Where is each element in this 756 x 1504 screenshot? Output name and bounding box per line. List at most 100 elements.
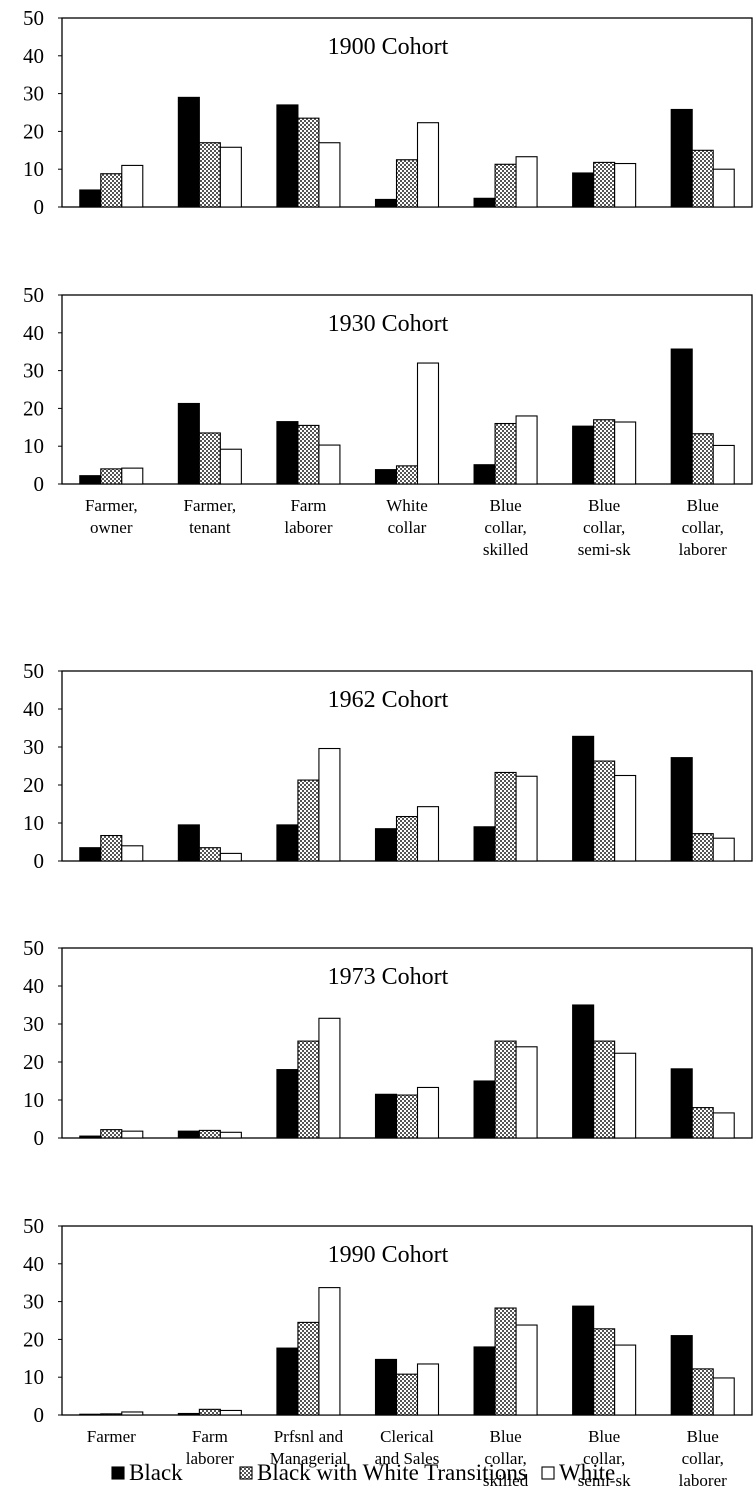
y-tick-label: 0 <box>34 849 45 873</box>
bar-solid-group-1 <box>79 847 102 862</box>
bar-checker-group-7 <box>691 1368 714 1416</box>
bar-checker-group-7 <box>691 833 714 862</box>
bar-hollow-group-6 <box>614 774 637 862</box>
bar-solid-group-3 <box>276 104 299 208</box>
y-tick-label: 20 <box>23 396 44 420</box>
x-category-label: Farmer <box>87 1427 136 1446</box>
bar-solid-group-4 <box>374 1358 398 1416</box>
bar-hollow-group-3 <box>318 142 341 208</box>
bar-solid-group-1 <box>79 1135 102 1139</box>
bar-hollow-group-6 <box>614 1344 637 1416</box>
bar-hollow-group-2 <box>219 448 242 485</box>
bar-solid-group-1 <box>79 1413 102 1416</box>
x-category-label: laborer <box>284 518 332 537</box>
bar-checker-group-3 <box>297 117 320 208</box>
y-tick-label: 30 <box>23 735 44 759</box>
bar-hollow-group-7 <box>712 444 735 485</box>
y-tick-label: 30 <box>23 82 44 106</box>
y-tick-label: 10 <box>23 434 44 458</box>
bar-hollow-group-1 <box>121 845 144 862</box>
bar-solid-group-2 <box>177 1412 200 1416</box>
bar-hollow-group-3 <box>318 1017 341 1139</box>
bar-solid-group-6 <box>572 425 595 485</box>
y-tick-label: 30 <box>23 1290 44 1314</box>
x-category-label: collar, <box>484 518 526 537</box>
bar-hollow-group-4 <box>416 1363 440 1416</box>
legend-label: White <box>559 1460 615 1485</box>
bar-solid-group-2 <box>177 96 200 208</box>
bar-hollow-group-2 <box>219 1409 242 1416</box>
bar-checker-group-5 <box>494 163 517 208</box>
bar-checker-group-1 <box>100 468 123 485</box>
bar-checker-group-6 <box>593 419 616 485</box>
y-tick-label: 50 <box>23 1214 44 1238</box>
x-category-label: Farm <box>290 496 326 515</box>
bar-checker-group-2 <box>198 1408 221 1416</box>
bar-checker-group-3 <box>297 779 320 862</box>
y-tick-label: 0 <box>34 1126 45 1150</box>
bar-checker-group-5 <box>494 422 517 485</box>
bar-hollow-group-6 <box>614 1052 637 1139</box>
bar-solid-group-3 <box>276 824 299 862</box>
x-category-label: owner <box>90 518 133 537</box>
bar-checker-group-4 <box>395 1094 419 1139</box>
y-tick-label: 20 <box>23 119 44 143</box>
bar-solid-group-5 <box>473 826 496 862</box>
bar-hollow-group-2 <box>219 146 242 208</box>
bar-checker-group-4 <box>395 1373 419 1416</box>
y-tick-label: 0 <box>34 472 45 496</box>
y-tick-label: 0 <box>34 195 45 219</box>
bar-solid-group-4 <box>374 1093 398 1139</box>
bar-hollow-group-4 <box>416 806 440 862</box>
bar-checker-group-3 <box>297 424 320 485</box>
x-category-label: Clerical <box>380 1427 434 1446</box>
bar-hollow-group-6 <box>614 162 637 208</box>
x-category-label: collar, <box>583 518 625 537</box>
y-tick-label: 20 <box>23 773 44 797</box>
bar-solid-group-4 <box>374 469 398 485</box>
bar-checker-group-1 <box>100 173 123 208</box>
y-tick-label: 40 <box>23 321 44 345</box>
bar-solid-group-3 <box>276 1347 299 1416</box>
bar-solid-group-2 <box>177 824 200 862</box>
bar-hollow-group-6 <box>614 421 637 485</box>
x-category-label: Managerial <box>270 1449 348 1468</box>
bar-checker-group-2 <box>198 432 221 485</box>
bar-solid-group-7 <box>670 348 693 485</box>
bar-hollow-group-1 <box>121 164 144 208</box>
bar-solid-group-5 <box>473 1080 496 1139</box>
charts-layer: 0 10 20 30 40 50 1900 Cohort 0 10 20 30 40 50 1930 Co… <box>23 6 753 1490</box>
x-category-label: collar, <box>484 1449 526 1468</box>
y-tick-label: 50 <box>23 659 44 683</box>
bar-checker-group-4 <box>395 159 419 208</box>
chart-panel-4: 0 10 20 30 40 50 1973 Cohort <box>23 936 753 1150</box>
x-category-label: tenant <box>189 518 231 537</box>
bar-solid-group-5 <box>473 197 496 208</box>
y-tick-label: 10 <box>23 811 44 835</box>
bar-solid-group-6 <box>572 1004 595 1139</box>
bar-solid-group-7 <box>670 757 693 862</box>
legend-swatch-hollow <box>541 1466 555 1480</box>
x-category-label: and Sales <box>375 1449 440 1468</box>
y-tick-label: 40 <box>23 1252 44 1276</box>
bar-checker-group-6 <box>593 161 616 208</box>
x-category-label: collar, <box>682 518 724 537</box>
bar-hollow-group-4 <box>416 1086 440 1139</box>
bar-checker-group-1 <box>100 834 123 862</box>
y-tick-label: 30 <box>23 1012 44 1036</box>
chart-title: 1900 Cohort <box>328 34 449 60</box>
y-tick-label: 40 <box>23 974 44 998</box>
bar-hollow-group-3 <box>318 444 341 485</box>
bar-checker-group-3 <box>297 1040 320 1139</box>
bar-solid-group-4 <box>374 828 398 862</box>
bar-hollow-group-1 <box>121 467 144 485</box>
bar-solid-group-2 <box>177 1130 200 1139</box>
bar-checker-group-6 <box>593 760 616 862</box>
x-category-label: Blue <box>588 496 620 515</box>
bar-solid-group-6 <box>572 1305 595 1416</box>
chart-title: 1973 Cohort <box>328 964 449 990</box>
y-tick-label: 50 <box>23 936 44 960</box>
bar-hollow-group-1 <box>121 1130 144 1139</box>
bar-hollow-group-7 <box>712 837 735 862</box>
